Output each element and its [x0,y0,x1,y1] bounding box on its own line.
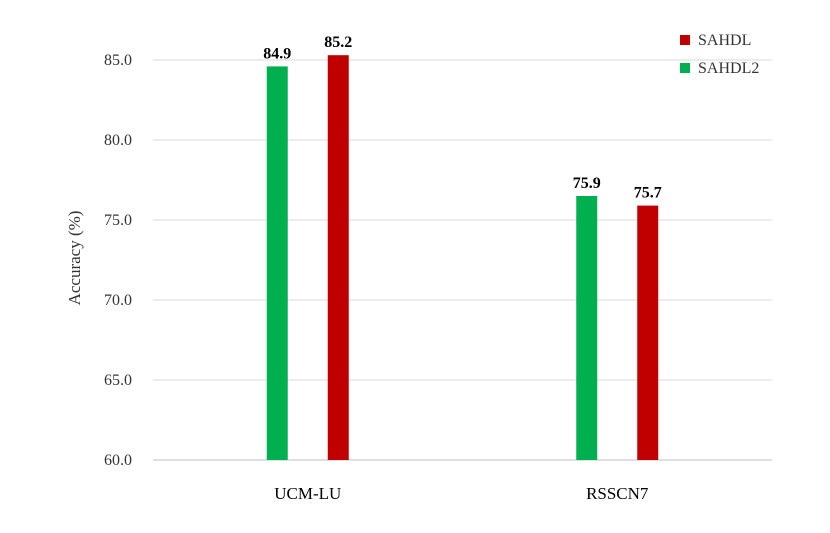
legend-swatch [680,35,690,45]
y-tick-label: 70.0 [104,292,132,309]
data-label: 75.9 [573,175,601,192]
bar-sahdl2-ucm-lu [266,66,288,461]
x-tick-label: UCM-LU [274,484,341,503]
x-axis-ticks: UCM-LU RSSCN7 [274,484,649,503]
y-axis-label: Accuracy (%) [65,211,84,306]
bar-sahdl2-rsscn7 [576,196,598,460]
y-tick-label: 75.0 [104,212,132,229]
legend: SAHDL SAHDL2 [680,32,759,77]
gridlines [153,59,772,461]
bar-sahdl-ucm-lu [327,55,349,460]
bar-sahdl-rsscn7 [637,205,659,460]
y-tick-label: 80.0 [104,132,132,149]
y-tick-label: 85.0 [104,52,132,69]
data-label: 84.9 [263,45,291,62]
x-tick-label: RSSCN7 [586,484,649,503]
legend-label: SAHDL [698,32,751,49]
y-axis-ticks: 60.0 65.0 70.0 75.0 80.0 85.0 [104,52,132,469]
legend-swatch [680,63,690,73]
y-tick-label: 60.0 [104,452,132,469]
bars [266,55,659,461]
data-label: 85.2 [324,34,352,51]
data-label: 75.7 [634,185,662,202]
data-labels: 84.9 85.2 75.9 75.7 [263,34,662,201]
y-tick-label: 65.0 [104,372,132,389]
legend-label: SAHDL2 [698,60,759,77]
